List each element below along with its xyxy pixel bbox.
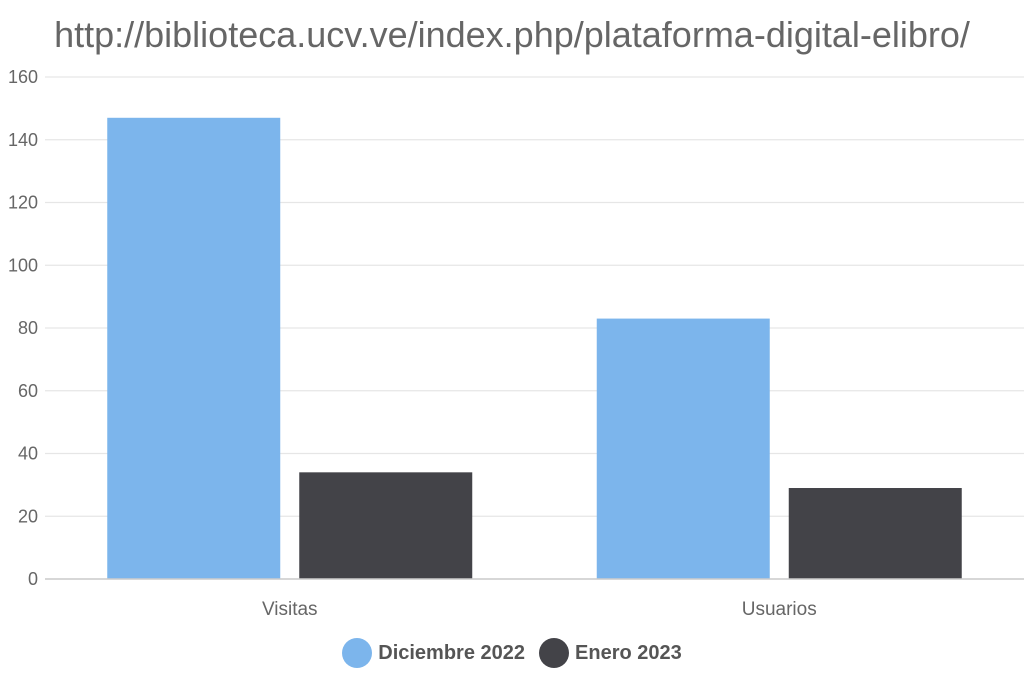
bar-diciembre-2022-usuarios[interactable]	[596, 318, 770, 579]
y-tick-label-0: 0	[28, 569, 38, 589]
legend-item-enero-2023[interactable]: Enero 2023	[539, 638, 682, 668]
legend-label-enero-2023: Enero 2023	[575, 641, 682, 664]
y-tick-label-20: 20	[18, 506, 38, 526]
chart-title: http://biblioteca.ucv.ve/index.php/plata…	[54, 14, 970, 55]
y-tick-label-120: 120	[8, 193, 38, 213]
y-tick-label-140: 140	[8, 130, 38, 150]
y-tick-label-60: 60	[18, 381, 38, 401]
bar-enero-2023-usuarios[interactable]	[788, 488, 962, 579]
y-tick-label-160: 160	[8, 67, 38, 87]
y-tick-label-40: 40	[18, 444, 38, 464]
y-tick-label-80: 80	[18, 318, 38, 338]
legend-swatch-enero-2023	[539, 638, 570, 668]
legend-item-diciembre-2022[interactable]: Diciembre 2022	[342, 638, 525, 668]
x-category-label-visitas: Visitas	[262, 599, 318, 620]
bar-diciembre-2022-visitas[interactable]	[107, 117, 281, 579]
legend-label-diciembre-2022: Diciembre 2022	[378, 641, 526, 664]
legend: Diciembre 2022 Enero 2023	[0, 638, 1024, 668]
legend-swatch-diciembre-2022	[342, 638, 373, 668]
x-category-label-usuarios: Usuarios	[742, 599, 817, 620]
y-tick-label-100: 100	[8, 255, 38, 275]
bar-enero-2023-visitas[interactable]	[299, 472, 473, 579]
